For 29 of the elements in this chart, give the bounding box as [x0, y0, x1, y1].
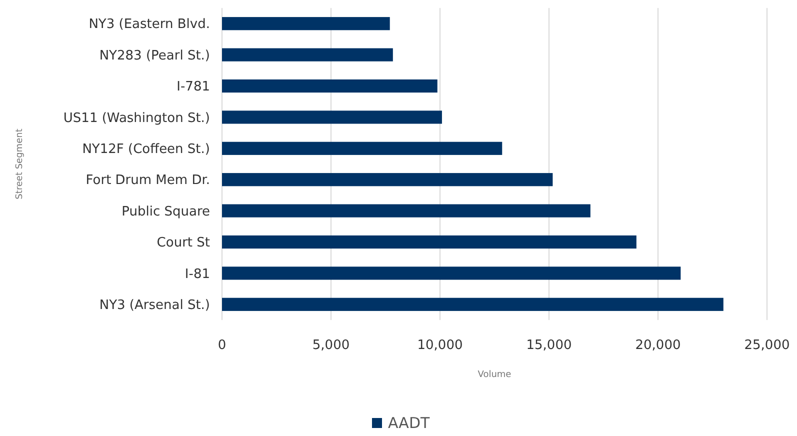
y-tick-label: Fort Drum Mem Dr.: [86, 173, 210, 188]
bar: [222, 110, 442, 124]
x-tick-label: 0: [218, 338, 226, 353]
y-tick-label: US11 (Washington St.): [63, 110, 210, 126]
y-axis-title: Street Segment: [15, 128, 25, 200]
x-tick-label: 20,000: [635, 338, 681, 353]
bar: [222, 235, 636, 249]
bar: [222, 173, 553, 186]
x-tick-label: 10,000: [417, 338, 463, 353]
legend-label: AADT: [388, 414, 430, 432]
bar: [222, 48, 393, 62]
bar: [222, 142, 502, 155]
bar: [222, 266, 681, 280]
x-tick-label: 25,000: [744, 338, 790, 353]
y-tick-label: NY3 (Eastern Blvd.: [88, 17, 210, 32]
y-tick-label: Court St: [156, 236, 210, 251]
x-tick-label: 15,000: [526, 338, 572, 353]
bar: [222, 17, 390, 30]
y-tick-label: NY12F (Coffeen St.): [82, 142, 210, 157]
y-tick-label: I-781: [176, 80, 210, 95]
bar: [222, 79, 438, 93]
bar: [222, 298, 724, 311]
y-tick-label: I-81: [184, 266, 210, 282]
x-axis-title: Volume: [478, 370, 512, 380]
y-tick-label: NY283 (Pearl St.): [99, 48, 210, 64]
y-tick-label: NY3 (Arsenal St.): [99, 298, 210, 313]
y-tick-label: Public Square: [122, 204, 210, 220]
x-tick-label: 5,000: [312, 338, 350, 353]
bar: [222, 204, 590, 218]
